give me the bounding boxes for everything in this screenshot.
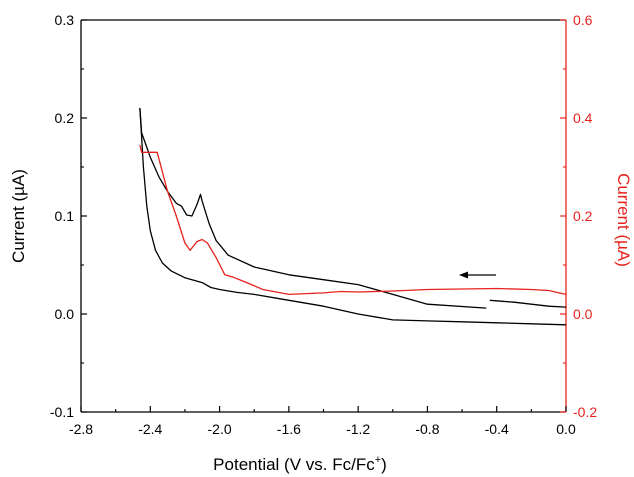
y-axis-right-title: Current (µA) [614, 173, 633, 267]
y-right-tick-label: -0.2 [573, 404, 597, 420]
x-axis-title: Potential (V vs. Fc/Fc+) [213, 454, 387, 474]
x-tick-label: -1.6 [277, 421, 301, 437]
y-left-tick-label: 0.2 [55, 110, 75, 126]
annotation-layer [459, 271, 496, 279]
y-right-tick-label: 0.0 [573, 306, 593, 322]
y-axis-right: -0.2 0.0 0.2 0.4 0.6 [560, 12, 597, 420]
series-line-black-1 [139, 108, 487, 309]
y-left-tick-label: 0.1 [55, 208, 75, 224]
x-tick-label: -2.8 [69, 421, 93, 437]
series-line-red [139, 144, 567, 296]
series-line-black-2 [139, 108, 567, 326]
y-right-tick-label: 0.6 [573, 12, 593, 28]
y-left-tick-label: 0.3 [55, 12, 75, 28]
y-axis-left: -0.1 0.0 0.1 0.2 0.3 [50, 12, 87, 420]
x-tick-label: 0.0 [556, 421, 576, 437]
x-tick-label: -2.4 [138, 421, 162, 437]
scan-direction-arrowhead [459, 271, 468, 279]
x-tick-label: -1.2 [346, 421, 370, 437]
plot-frame [80, 19, 567, 413]
x-tick-label: -2.0 [208, 421, 232, 437]
y-axis-left-title: Current (µA) [9, 169, 28, 263]
y-left-tick-label: 0.0 [55, 306, 75, 322]
series-layer [139, 108, 567, 326]
series-line-black-3 [489, 299, 567, 308]
x-tick-label: -0.8 [415, 421, 439, 437]
y-right-tick-label: 0.2 [573, 208, 593, 224]
y-right-tick-label: 0.4 [573, 110, 593, 126]
x-tick-label: -0.4 [485, 421, 509, 437]
x-axis: -2.8 -2.4 -2.0 -1.6 -1.2 -0.8 -0.4 0.0 [69, 406, 576, 437]
y-left-tick-label: -0.1 [50, 404, 74, 420]
